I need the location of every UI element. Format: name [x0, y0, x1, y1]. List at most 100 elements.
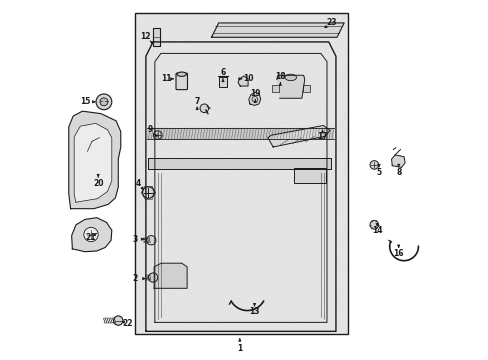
- Point: [162, 106, 169, 112]
- Point: [245, 171, 253, 176]
- Point: [242, 139, 249, 145]
- Point: [315, 257, 323, 263]
- Point: [271, 86, 279, 92]
- Point: [321, 45, 328, 51]
- Point: [149, 242, 157, 247]
- Point: [185, 37, 193, 42]
- Point: [191, 185, 199, 191]
- Point: [240, 63, 247, 69]
- Point: [288, 307, 296, 313]
- Point: [229, 329, 237, 335]
- Point: [259, 23, 266, 28]
- Point: [238, 261, 246, 267]
- Point: [205, 199, 213, 205]
- Point: [249, 234, 257, 239]
- Point: [196, 144, 203, 150]
- Point: [269, 273, 277, 278]
- Point: [280, 95, 288, 101]
- Point: [297, 195, 305, 201]
- Point: [192, 91, 200, 97]
- Point: [171, 39, 179, 45]
- Point: [162, 310, 170, 316]
- Point: [164, 159, 172, 165]
- Point: [196, 265, 204, 270]
- Point: [204, 328, 212, 333]
- Point: [212, 172, 220, 178]
- Point: [162, 184, 170, 189]
- Point: [226, 76, 234, 82]
- Point: [306, 139, 314, 145]
- Point: [213, 266, 221, 272]
- Point: [319, 102, 326, 108]
- Point: [167, 168, 175, 174]
- Point: [335, 305, 343, 310]
- Point: [300, 204, 308, 210]
- Point: [178, 104, 185, 110]
- Point: [197, 219, 205, 224]
- Point: [285, 31, 292, 37]
- Point: [197, 48, 204, 54]
- Point: [261, 221, 268, 227]
- Point: [316, 181, 324, 186]
- Point: [341, 160, 349, 166]
- Point: [146, 217, 154, 223]
- Point: [148, 208, 156, 214]
- Point: [148, 189, 156, 195]
- Point: [242, 146, 249, 152]
- Point: [198, 244, 206, 250]
- Point: [336, 244, 344, 250]
- Point: [161, 140, 168, 146]
- Point: [233, 312, 241, 318]
- Text: 16: 16: [393, 249, 403, 258]
- Point: [237, 12, 245, 18]
- Point: [233, 257, 241, 263]
- Point: [146, 91, 154, 97]
- Point: [305, 249, 313, 255]
- Point: [223, 320, 231, 326]
- Point: [165, 198, 173, 204]
- Point: [163, 215, 170, 221]
- Point: [193, 176, 201, 181]
- Point: [136, 39, 143, 45]
- Point: [200, 95, 207, 101]
- Point: [231, 311, 239, 317]
- Point: [274, 256, 282, 262]
- Point: [194, 208, 202, 214]
- Point: [336, 194, 344, 200]
- Point: [165, 300, 173, 306]
- Point: [285, 127, 293, 133]
- Point: [316, 278, 324, 284]
- Point: [219, 132, 227, 138]
- Point: [337, 73, 345, 78]
- Point: [190, 156, 198, 162]
- Point: [188, 42, 196, 48]
- Point: [146, 76, 154, 82]
- Point: [197, 40, 205, 45]
- Point: [335, 205, 343, 211]
- Point: [244, 37, 252, 43]
- Point: [323, 298, 330, 303]
- Point: [238, 312, 246, 318]
- Point: [284, 150, 292, 156]
- Point: [237, 144, 244, 150]
- Point: [295, 131, 303, 137]
- Point: [214, 57, 222, 63]
- Point: [270, 166, 278, 172]
- FancyBboxPatch shape: [271, 85, 278, 92]
- Point: [183, 168, 191, 174]
- Point: [265, 167, 273, 172]
- Point: [314, 153, 322, 159]
- Point: [331, 60, 339, 66]
- Point: [220, 132, 227, 138]
- Point: [263, 140, 270, 146]
- Point: [282, 145, 289, 151]
- Point: [334, 244, 342, 250]
- Point: [163, 289, 170, 295]
- Point: [250, 24, 258, 30]
- Point: [241, 126, 248, 132]
- Point: [137, 73, 144, 79]
- Point: [277, 55, 285, 61]
- Point: [261, 316, 269, 321]
- Point: [318, 48, 325, 54]
- Point: [321, 174, 328, 180]
